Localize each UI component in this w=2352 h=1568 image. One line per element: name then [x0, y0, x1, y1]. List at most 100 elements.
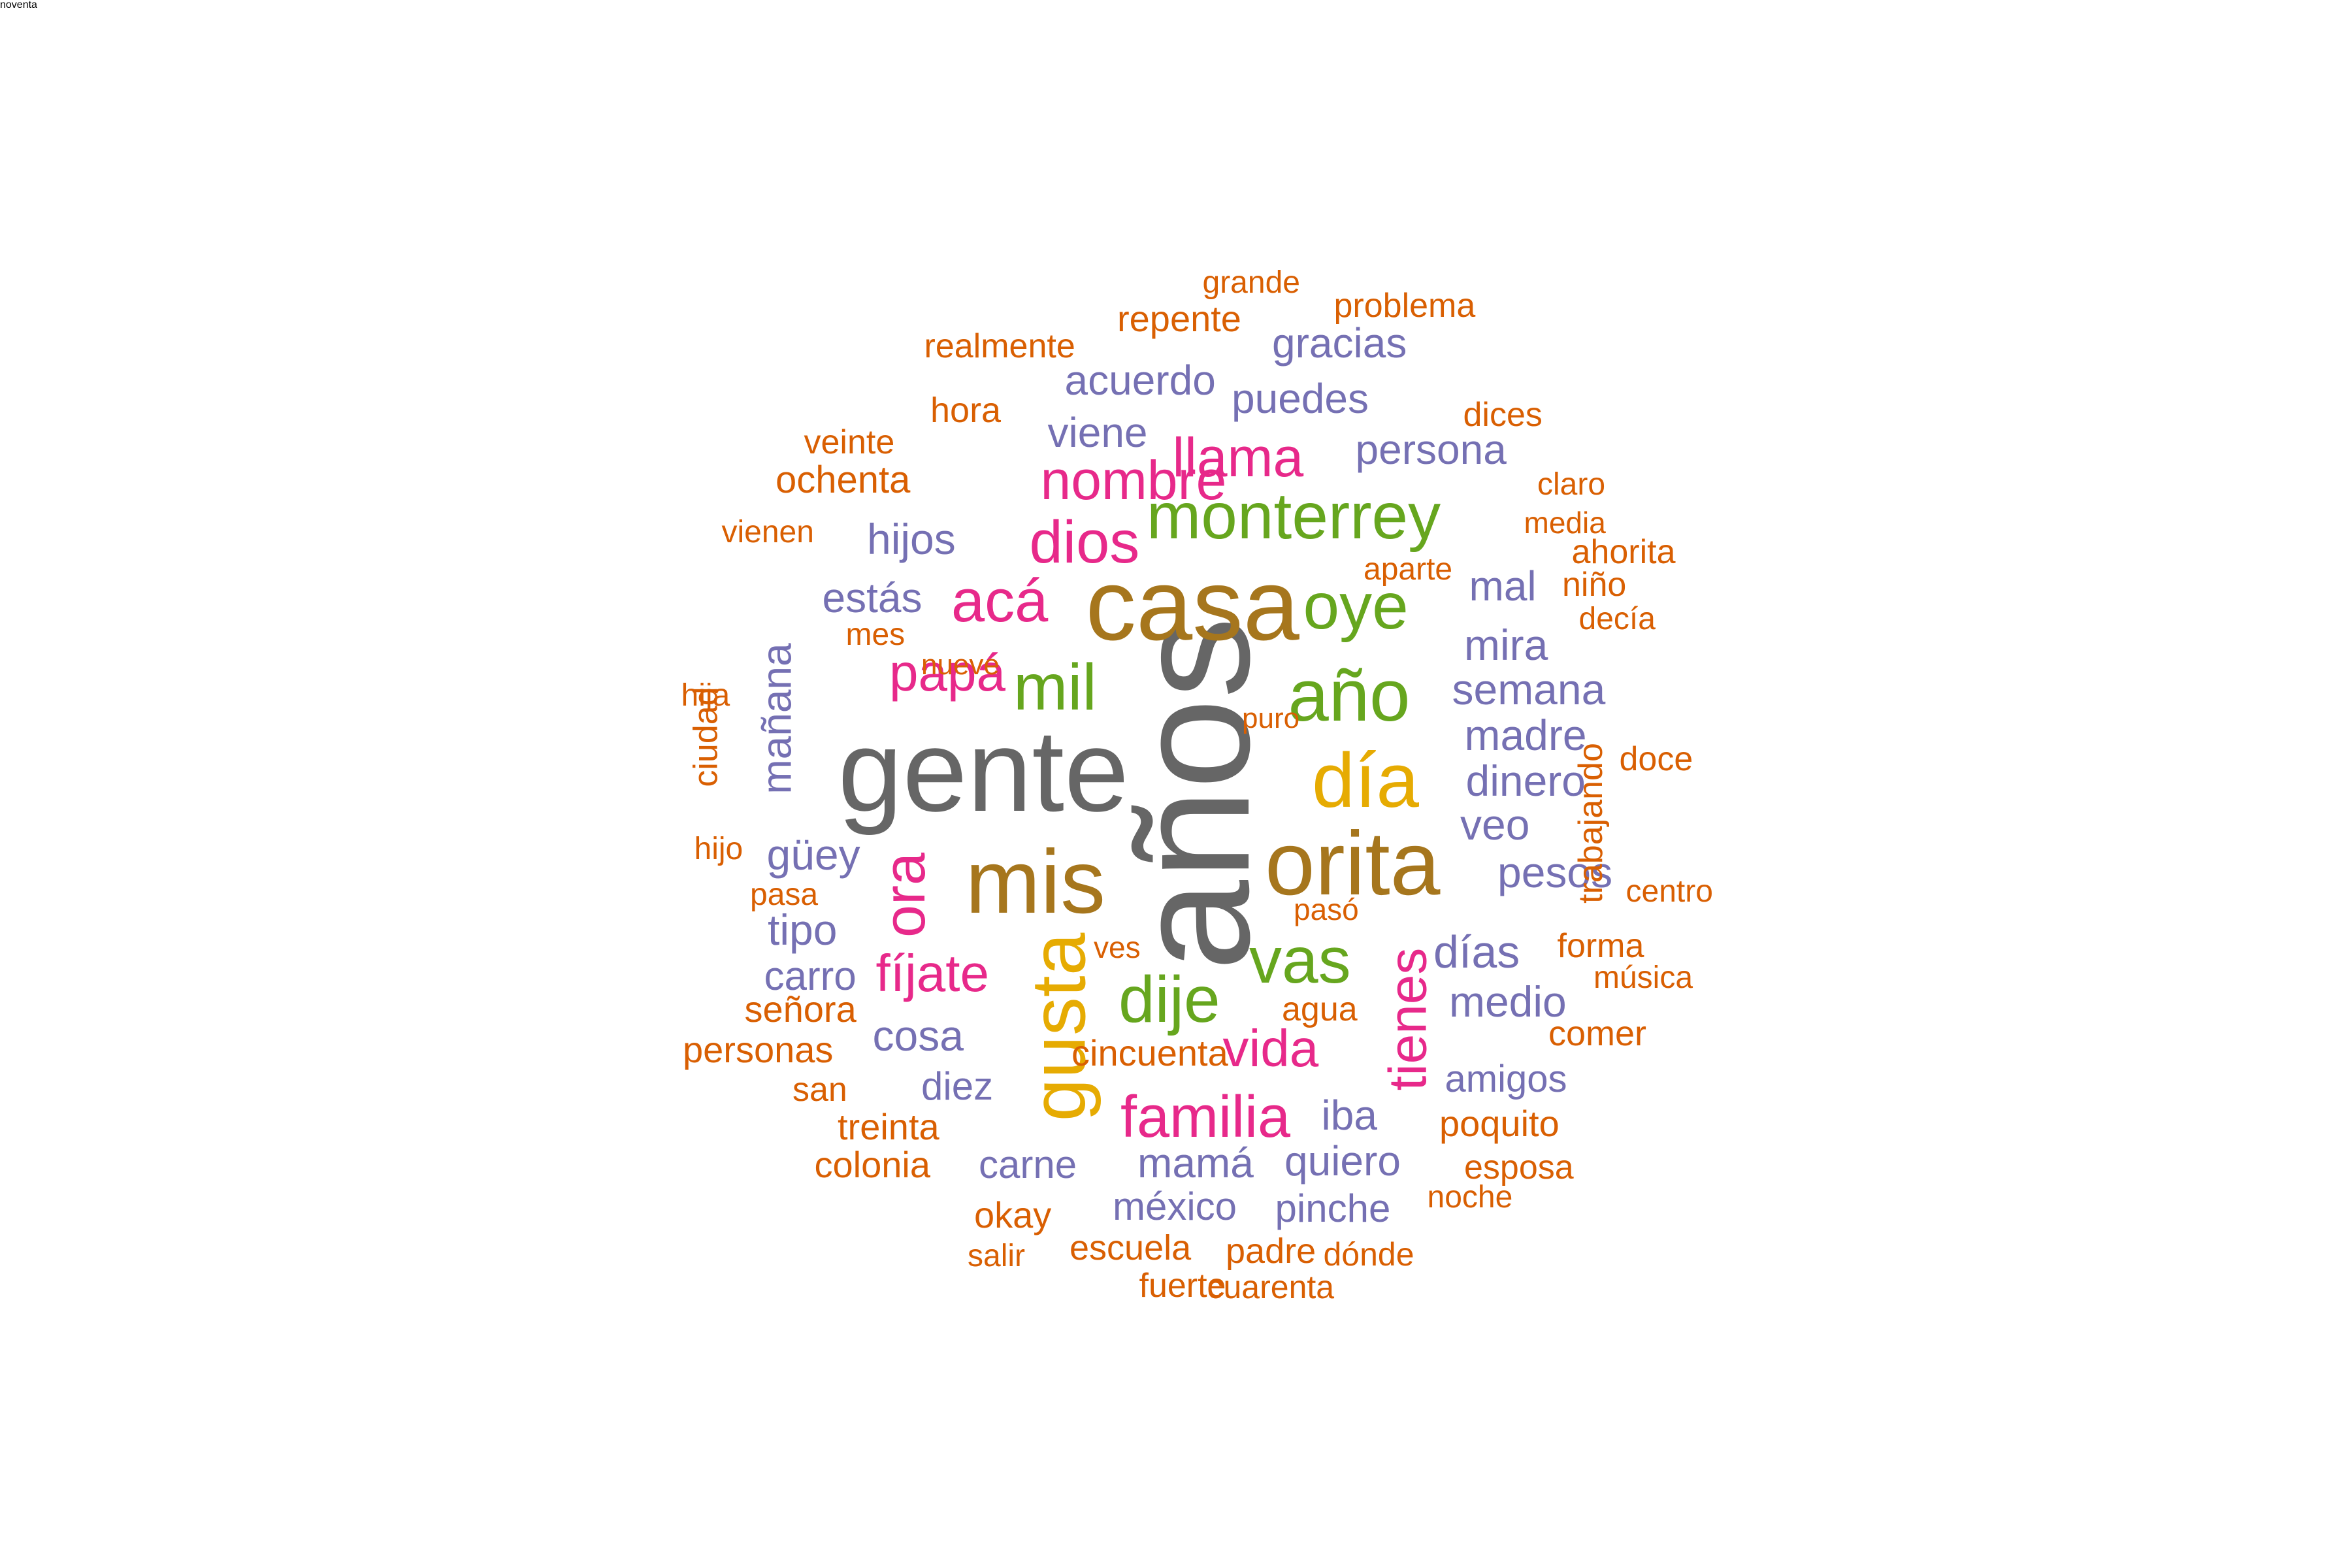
word-amigos: amigos [1445, 1058, 1567, 1100]
word-ahorita: ahorita [1571, 533, 1676, 571]
word-persona: persona [1355, 426, 1507, 473]
word-personas: personas [683, 1029, 834, 1070]
word-monterrey: monterrey [1147, 480, 1441, 553]
word-centro: centro [1625, 874, 1713, 909]
word-mes: mes [845, 617, 906, 652]
word-hijos: hijos [867, 515, 956, 563]
word-gracias: gracias [1272, 319, 1407, 367]
word-forma: forma [1557, 927, 1644, 965]
word-viene: viene [1047, 409, 1148, 456]
word-esposa: esposa [1464, 1149, 1574, 1186]
word-hijo: hijo [694, 832, 743, 866]
word-cuarenta: cuarenta [1207, 1269, 1335, 1305]
word-aparte: aparte [1364, 552, 1453, 587]
word-llama: llama [1172, 427, 1304, 488]
word-agua: agua [1282, 990, 1358, 1028]
word-paso: pasó [1294, 892, 1359, 926]
word-vas: vas [1249, 924, 1351, 997]
word-media: media [1524, 506, 1606, 540]
word-gente: gente [838, 706, 1129, 836]
word-puro: puro [1242, 702, 1300, 734]
word-dias: días [1433, 926, 1520, 977]
word-iba: iba [1321, 1092, 1377, 1139]
word-cincuenta: cincuenta [1071, 1032, 1228, 1073]
word-san: san [792, 1071, 847, 1109]
word-nombre: nombre [1040, 449, 1227, 511]
word-mira: mira [1464, 621, 1548, 669]
word-hora: hora [930, 391, 1002, 430]
word-salir: salir [968, 1239, 1026, 1273]
word-dije: dije [1119, 963, 1220, 1036]
word-pasa: pasa [750, 877, 819, 912]
word-casa: casa [1085, 547, 1299, 661]
word-mil: mil [1013, 651, 1097, 724]
word-doce: doce [1619, 740, 1693, 778]
word-repente: repente [1117, 298, 1241, 339]
word-anos: años [1101, 616, 1284, 972]
word-noche: noche [1427, 1180, 1513, 1215]
word-realmente: realmente [924, 327, 1075, 365]
word-mexico: méxico [1113, 1184, 1237, 1228]
word-papa: papá [889, 644, 1005, 702]
word-escuela: escuela [1070, 1228, 1192, 1267]
word-decia: decía [1578, 602, 1656, 636]
word-madre: madre [1464, 711, 1587, 759]
word-carne: carne [979, 1143, 1077, 1186]
word-ciudad: ciudad [687, 687, 725, 787]
word-guey: güey [766, 830, 860, 879]
word-mama: mamá [1137, 1139, 1254, 1186]
word-tipo: tipo [768, 906, 838, 954]
word-semana: semana [1452, 665, 1606, 713]
word-puedes: puedes [1232, 375, 1369, 422]
word-senora: señora [744, 988, 857, 1030]
word-vienen: vienen [721, 515, 814, 549]
word-treinta: treinta [838, 1106, 939, 1147]
word-mis: mis [965, 832, 1106, 932]
word-noventa: noventa [0, 0, 37, 10]
word-okay: okay [974, 1194, 1052, 1235]
word-nino: niño [1562, 566, 1627, 604]
word-padre: padre [1226, 1232, 1316, 1271]
word-dia: día [1312, 738, 1420, 824]
word-vida: vida [1222, 1019, 1319, 1077]
word-gusta: gusta [1015, 932, 1102, 1122]
word-dios: dios [1029, 509, 1140, 576]
word-problema: problema [1333, 287, 1476, 325]
word-ano: año [1288, 655, 1411, 736]
word-hija: hija [681, 678, 730, 713]
word-tienes: tienes [1377, 947, 1437, 1091]
word-estas: estás [822, 574, 923, 621]
word-poquito: poquito [1439, 1103, 1560, 1144]
word-manana: mañana [753, 643, 800, 794]
word-trabajando: trabajando [1571, 743, 1610, 904]
word-aca: acá [951, 568, 1049, 634]
word-fijate: fíjate [875, 944, 989, 1002]
word-dinero: dinero [1465, 757, 1586, 805]
word-claro: claro [1537, 467, 1606, 502]
word-medio: medio [1449, 977, 1567, 1026]
word-veinte: veinte [804, 423, 895, 461]
word-ves: ves [1094, 930, 1141, 964]
word-pinche: pinche [1275, 1186, 1391, 1230]
word-dices: dices [1463, 396, 1543, 434]
word-pesos: pesos [1497, 848, 1613, 896]
word-musica: música [1593, 960, 1693, 995]
word-grande: grande [1202, 265, 1300, 300]
word-quiero: quiero [1284, 1137, 1401, 1184]
word-colonia: colonia [814, 1144, 930, 1185]
word-oye: oye [1303, 570, 1409, 643]
word-ora: ora [872, 852, 938, 938]
word-nueve: nueve [921, 649, 1000, 681]
word-cosa: cosa [872, 1011, 964, 1060]
word-diez: diez [921, 1064, 994, 1108]
word-comer: comer [1548, 1014, 1647, 1053]
word-veo: veo [1460, 800, 1530, 849]
word-donde: dónde [1323, 1236, 1414, 1273]
word-carro: carro [764, 954, 857, 999]
word-mal: mal [1469, 563, 1537, 610]
word-familia: familia [1120, 1085, 1291, 1150]
word-ochenta: ochenta [776, 459, 911, 501]
word-acuerdo: acuerdo [1064, 357, 1216, 404]
word-orita: orita [1265, 813, 1441, 914]
